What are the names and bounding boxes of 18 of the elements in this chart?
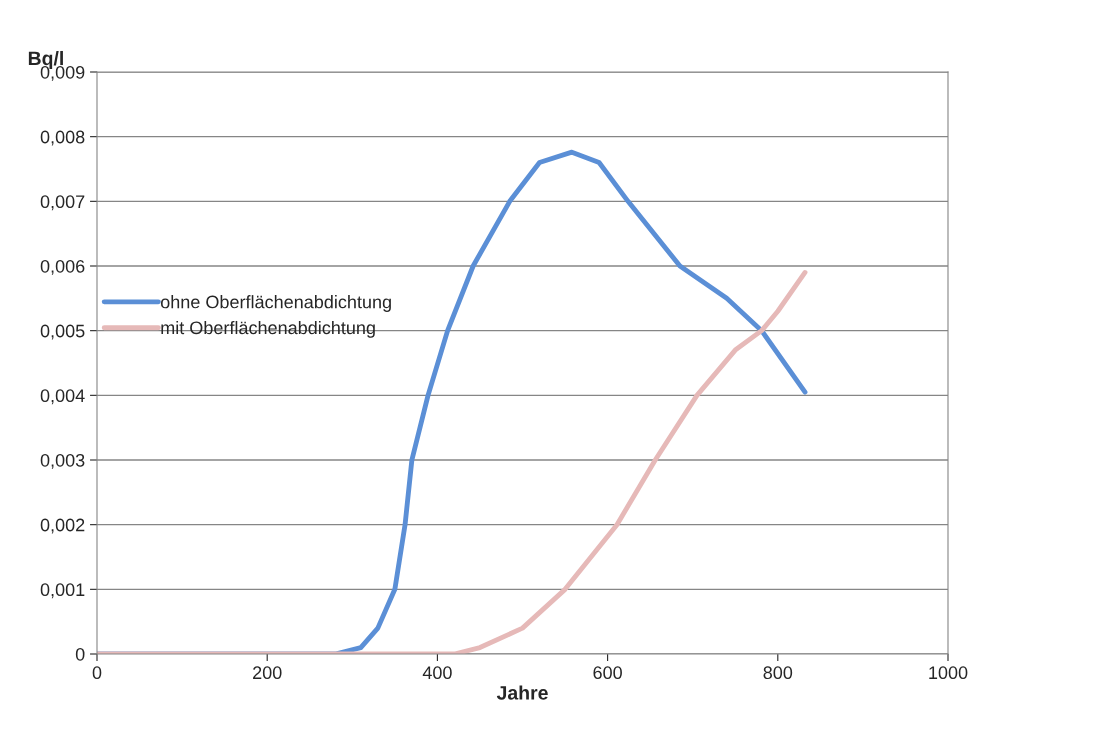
x-tick-label: 200 <box>253 666 282 680</box>
y-tick-label: 0,007 <box>40 195 85 211</box>
y-tick-label: 0,005 <box>40 324 85 340</box>
y-tick-label: 0 <box>75 647 85 661</box>
line-series <box>97 270 808 654</box>
y-tick-label: 0,001 <box>40 583 85 599</box>
x-tick-label: 600 <box>593 666 622 680</box>
legend-label: ohne Oberflächenabdichtung <box>160 295 391 312</box>
y-tick-label: 0,006 <box>40 259 85 275</box>
y-tick-label: 0,003 <box>40 453 85 469</box>
x-axis-title: Jahre <box>496 685 548 700</box>
y-tick-label: 0,004 <box>40 389 85 405</box>
y-tick-label: 0,002 <box>40 518 85 534</box>
x-tick-label: 0 <box>92 666 102 680</box>
x-tick-label: 400 <box>422 666 452 680</box>
y-tick-label: 0,008 <box>40 130 85 146</box>
x-tick-label: 1000 <box>929 666 968 680</box>
x-tick-label: 800 <box>763 666 793 680</box>
